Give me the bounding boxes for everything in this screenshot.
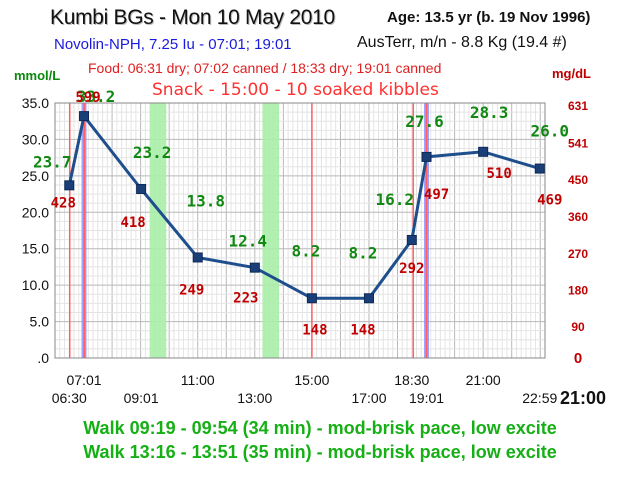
- right-tick-label: 450: [568, 173, 588, 187]
- data-point: [421, 151, 432, 162]
- walk-band-1: [149, 103, 167, 358]
- data-point: [64, 180, 75, 191]
- y-tick-label: 20.0: [22, 204, 49, 220]
- right-tick-label: 0: [574, 350, 582, 367]
- x-tick-label: 18:30: [394, 372, 429, 388]
- right-tick-label: 180: [568, 284, 588, 298]
- x-tick-label: 06:30: [52, 390, 87, 406]
- walk-band-2: [262, 103, 280, 358]
- x-tick-label: 11:00: [181, 372, 215, 388]
- mmol-data-label: 13.8: [186, 191, 225, 210]
- mmol-data-label: 23.7: [33, 152, 72, 171]
- data-point: [249, 262, 260, 273]
- walk-note-2: Walk 13:16 - 13:51 (35 min) - mod-brisk …: [83, 442, 557, 462]
- mmol-data-label: 23.2: [133, 143, 172, 162]
- x-tick-label: 09:01: [124, 390, 159, 406]
- mgdl-data-label: 497: [424, 187, 449, 203]
- x-tick-label: 15:00: [294, 372, 329, 388]
- plot-border: [54, 102, 546, 359]
- mmol-data-label: 33.2: [77, 87, 116, 106]
- right-tick-label: 541: [568, 136, 588, 150]
- y-tick-label: .0: [37, 350, 49, 366]
- walk-note-1: Walk 09:19 - 09:54 (34 min) - mod-brisk …: [83, 418, 557, 438]
- mgdl-data-label: 599: [75, 90, 100, 106]
- mgdl-data-label: 510: [487, 166, 512, 182]
- mmol-data-label: 26.0: [531, 122, 570, 141]
- mgdl-data-label: 148: [350, 322, 375, 338]
- y-tick-label: 30.0: [22, 131, 49, 147]
- mmol-data-label: 8.2: [349, 243, 378, 262]
- y-axis-left-title: mmol/L: [14, 68, 61, 83]
- y-tick-label: 5.0: [30, 314, 50, 330]
- mmol-data-label: 8.2: [291, 241, 320, 260]
- food-label: Food: 06:31 dry; 07:02 canned / 18:33 dr…: [88, 60, 442, 76]
- data-point: [79, 111, 90, 122]
- y-tick-label: 35.0: [22, 95, 49, 111]
- extra-time-label: 21:00: [560, 388, 607, 408]
- mgdl-data-label: 223: [233, 291, 258, 307]
- mmol-data-label: 16.2: [376, 190, 415, 209]
- x-tick-label: 19:01: [409, 390, 444, 406]
- data-point: [306, 293, 317, 304]
- y-tick-label: 15.0: [22, 241, 49, 257]
- right-tick-label: 360: [568, 210, 588, 224]
- mgdl-data-label: 469: [537, 193, 562, 209]
- right-tick-label: 90: [571, 320, 585, 334]
- data-point: [534, 163, 545, 174]
- mgdl-data-label: 418: [120, 215, 145, 231]
- x-tick-label: 22:59: [522, 390, 557, 406]
- data-point: [192, 252, 203, 263]
- chart-title: Kumbi BGs - Mon 10 May 2010: [50, 6, 335, 29]
- data-point: [363, 293, 374, 304]
- mmol-data-label: 28.3: [470, 103, 509, 122]
- x-tick-label: 13:00: [237, 390, 272, 406]
- data-point: [136, 183, 147, 194]
- y-tick-label: 25.0: [22, 168, 49, 184]
- right-tick-label: 631: [568, 99, 588, 113]
- age-label: Age: 13.5 yr (b. 19 Nov 1996): [387, 9, 591, 26]
- data-point: [478, 146, 489, 157]
- mgdl-data-label: 428: [51, 195, 76, 211]
- mgdl-data-label: 148: [302, 322, 327, 338]
- mgdl-data-label: 249: [179, 282, 204, 298]
- mmol-data-label: 12.4: [229, 232, 268, 251]
- mgdl-data-label: 292: [399, 261, 424, 277]
- y-axis-right-title: mg/dL: [552, 66, 591, 81]
- right-tick-label: 270: [568, 247, 588, 261]
- mmol-data-label: 27.6: [405, 112, 444, 131]
- snack-label: Snack - 15:00 - 10 soaked kibbles: [152, 80, 439, 100]
- x-tick-label: 21:00: [466, 372, 501, 388]
- weight-label: AusTerr, m/n - 8.8 Kg (19.4 #): [357, 34, 567, 51]
- x-tick-label: 07:01: [66, 372, 101, 388]
- y-tick-label: 10.0: [22, 277, 49, 293]
- insulin-label: Novolin-NPH, 7.25 Iu - 07:01; 19:01: [54, 36, 292, 53]
- data-point: [406, 234, 417, 245]
- x-tick-label: 17:00: [351, 390, 386, 406]
